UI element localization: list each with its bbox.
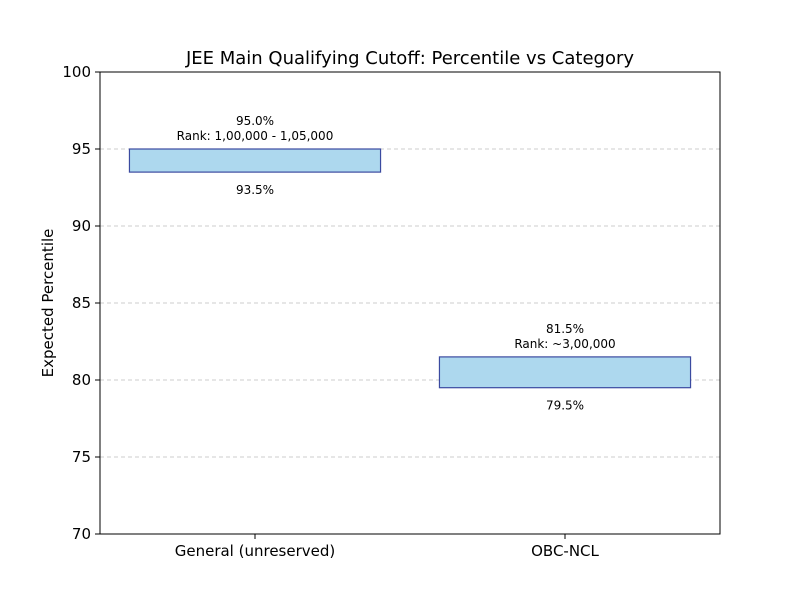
y-axis-ticks: 70 75 80 85 90 95 100 — [62, 63, 100, 543]
y-tick-label: 75 — [72, 448, 91, 466]
y-tick-label: 70 — [72, 525, 91, 543]
y-tick-label: 80 — [72, 371, 91, 389]
y-axis-label: Expected Percentile — [39, 229, 57, 378]
x-tick-label: General (unreserved) — [175, 542, 336, 560]
grid-lines — [100, 148, 720, 458]
chart-title: JEE Main Qualifying Cutoff: Percentile v… — [185, 48, 634, 69]
y-tick-label: 95 — [72, 140, 91, 158]
y-tick-label: 100 — [62, 63, 91, 81]
range-bar — [438, 356, 692, 389]
low-value-label: 93.5% — [236, 183, 274, 197]
rank-label: Rank: 1,00,000 - 1,05,000 — [177, 129, 334, 143]
y-tick-label: 90 — [72, 217, 91, 235]
y-tick-label: 85 — [72, 294, 91, 312]
high-value-label: 95.0% — [236, 114, 274, 128]
x-tick-label: OBC-NCL — [531, 542, 599, 560]
x-axis-ticks: General (unreserved) OBC-NCL — [175, 534, 600, 560]
low-value-label: 79.5% — [546, 399, 584, 413]
range-bar — [128, 148, 382, 173]
rank-label: Rank: ~3,00,000 — [514, 337, 615, 351]
high-value-label: 81.5% — [546, 322, 584, 336]
